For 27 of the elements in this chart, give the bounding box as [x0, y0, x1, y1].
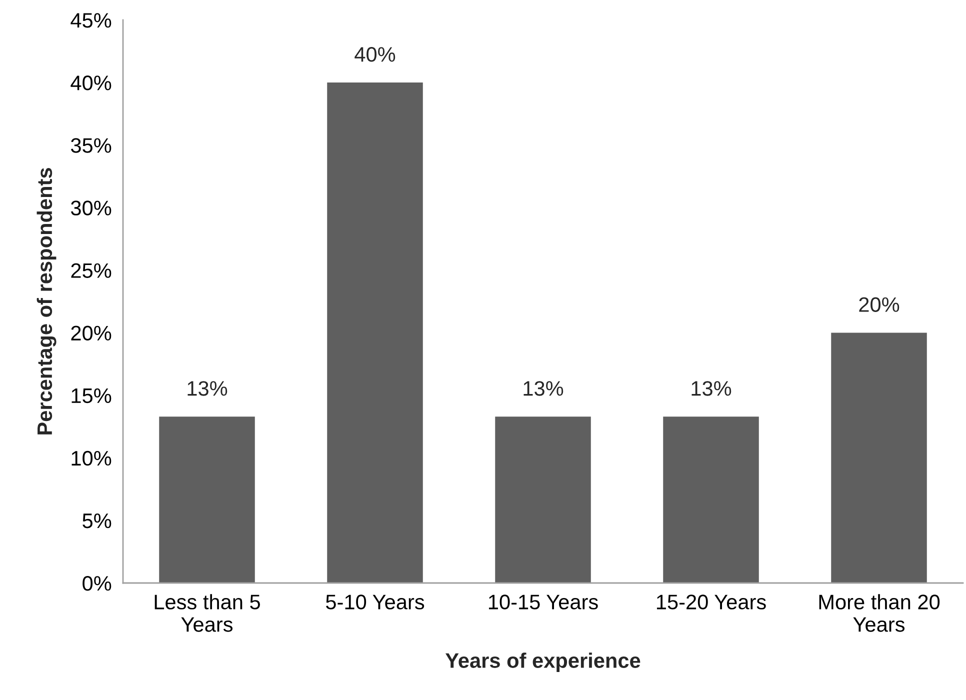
y-tick-label: 40% — [70, 76, 112, 90]
x-tick-label: 15-20 Years — [656, 594, 766, 610]
bar — [495, 416, 591, 583]
y-tick-label: 25% — [71, 263, 112, 278]
x-axis-title: Years of experience — [446, 652, 640, 672]
y-tick-label: 0% — [82, 576, 112, 591]
data-label: 40% — [354, 47, 396, 62]
data-label: 13% — [692, 381, 732, 396]
y-tick-label: 10% — [72, 450, 112, 466]
x-tick-label: Less than 5 Years — [154, 594, 260, 632]
bar — [663, 416, 759, 583]
bar — [831, 332, 927, 583]
data-label: 13% — [188, 381, 228, 396]
y-tick-label: 35% — [70, 138, 112, 153]
data-label: 13% — [524, 381, 564, 396]
x-tick-label: 10-15 Years — [488, 594, 598, 610]
bar — [327, 82, 423, 583]
data-label: 20% — [859, 297, 900, 312]
y-axis-title: Percentage of respondents — [36, 168, 56, 434]
y-tick-label: 20% — [71, 326, 112, 341]
y-tick-label: 5% — [82, 514, 112, 528]
bar — [159, 416, 255, 583]
y-tick-label: 30% — [70, 200, 112, 216]
x-tick-label: More than 20 Years — [819, 594, 940, 632]
x-tick-label: 5-10 Years — [326, 594, 424, 610]
y-tick-label: 45% — [70, 13, 112, 28]
y-tick-label: 15% — [72, 388, 112, 404]
